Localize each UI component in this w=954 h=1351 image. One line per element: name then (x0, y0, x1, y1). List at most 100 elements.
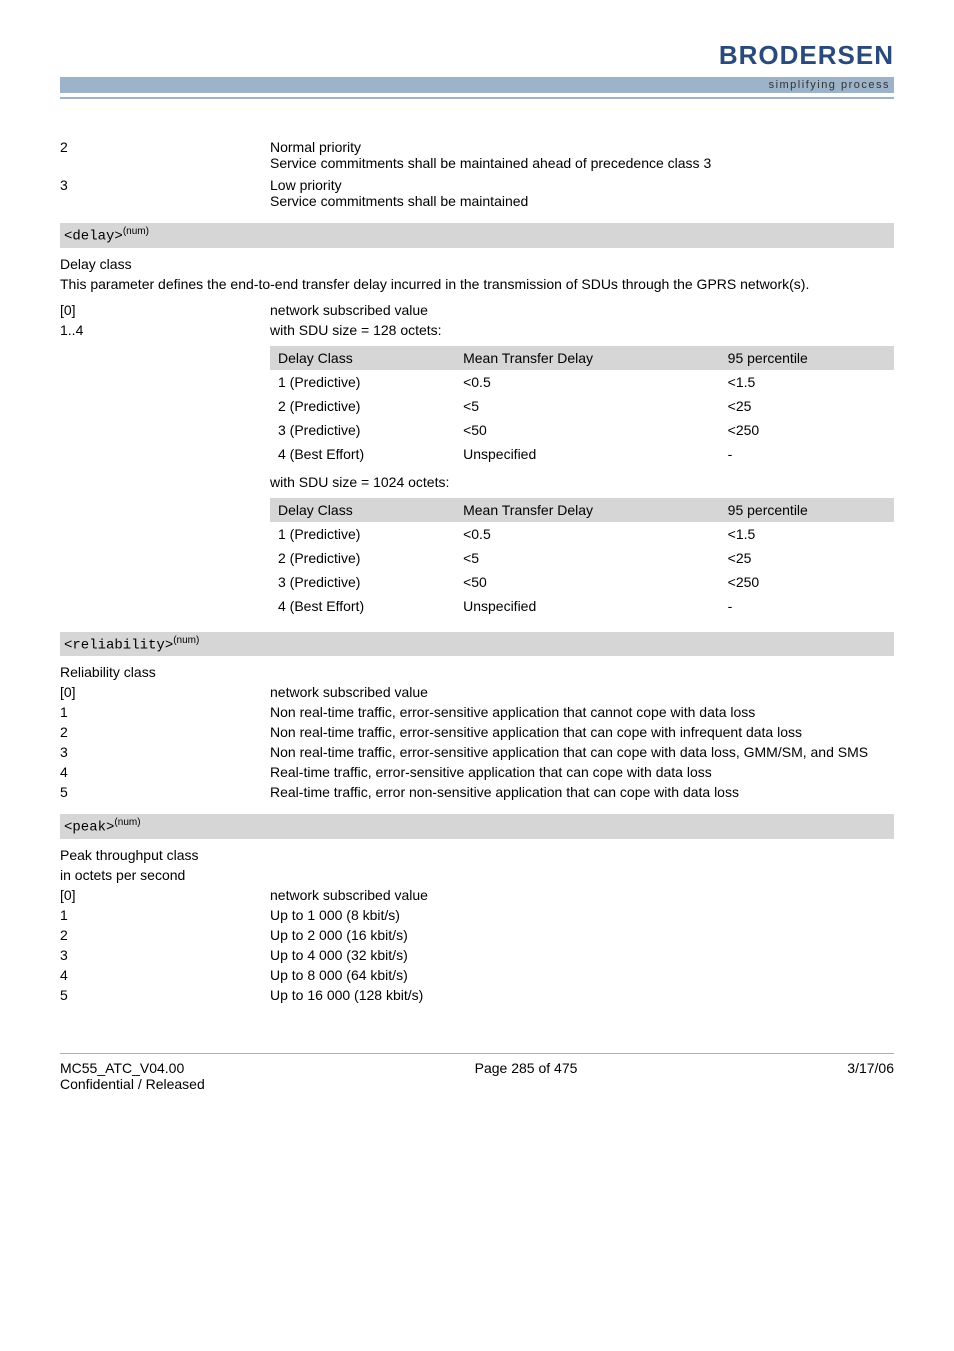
delay-table-128: Delay Class Mean Transfer Delay 95 perce… (270, 346, 894, 466)
priority-line2: Service commitments shall be maintained (270, 193, 894, 209)
peak-heading-sup: (num) (114, 817, 140, 828)
priority-value: Low priority Service commitments shall b… (270, 177, 894, 209)
reliability-row: 1 Non real-time traffic, error-sensitive… (60, 704, 894, 720)
bottom-divider (60, 1053, 894, 1054)
table-header: 95 percentile (720, 346, 894, 370)
table-cell: - (720, 594, 894, 618)
delay-caption-1024: with SDU size = 1024 octets: (270, 474, 894, 490)
table-cell: <25 (720, 546, 894, 570)
peak-key: 5 (60, 987, 270, 1003)
reliability-key: 1 (60, 704, 270, 720)
reliability-val: Non real-time traffic, error-sensitive a… (270, 724, 894, 740)
peak-row: 5 Up to 16 000 (128 kbit/s) (60, 987, 894, 1003)
peak-heading: <peak>(num) (60, 814, 894, 839)
table-cell: 4 (Best Effort) (270, 442, 455, 466)
peak-key: 2 (60, 927, 270, 943)
priority-key: 2 (60, 139, 270, 171)
page-footer: MC55_ATC_V04.00 Confidential / Released … (60, 1060, 894, 1092)
table-header: 95 percentile (720, 498, 894, 522)
table-cell: <0.5 (455, 370, 720, 394)
table-row: 2 (Predictive) <5 <25 (270, 394, 894, 418)
reliability-row: 3 Non real-time traffic, error-sensitive… (60, 744, 894, 760)
reliability-heading-sup: (num) (173, 635, 199, 646)
table-cell: <250 (720, 418, 894, 442)
reliability-val: Real-time traffic, error-sensitive appli… (270, 764, 894, 780)
peak-row: 2 Up to 2 000 (16 kbit/s) (60, 927, 894, 943)
table-cell: 3 (Predictive) (270, 418, 455, 442)
table-row: 4 (Best Effort) Unspecified - (270, 442, 894, 466)
delay-key-0: [0] (60, 302, 270, 318)
table-header: Delay Class (270, 346, 455, 370)
header-logo: BRODERSEN (60, 40, 894, 71)
delay-val-1: with SDU size = 128 octets: (270, 322, 894, 338)
table-row: 3 (Predictive) <50 <250 (270, 418, 894, 442)
priority-row-2: 2 Normal priority Service commitments sh… (60, 139, 894, 171)
peak-val: Up to 2 000 (16 kbit/s) (270, 927, 894, 943)
delay-heading: <delay>(num) (60, 223, 894, 248)
peak-row: 4 Up to 8 000 (64 kbit/s) (60, 967, 894, 983)
table-cell: - (720, 442, 894, 466)
reliability-key: 2 (60, 724, 270, 740)
reliability-key: [0] (60, 684, 270, 700)
priority-row-3: 3 Low priority Service commitments shall… (60, 177, 894, 209)
footer-doc-id: MC55_ATC_V04.00 (60, 1060, 205, 1076)
priority-value: Normal priority Service commitments shal… (270, 139, 894, 171)
reliability-val: Non real-time traffic, error-sensitive a… (270, 704, 894, 720)
priority-line2: Service commitments shall be maintained … (270, 155, 894, 171)
table-header-row: Delay Class Mean Transfer Delay 95 perce… (270, 498, 894, 522)
table-cell: Unspecified (455, 442, 720, 466)
delay-val-0: network subscribed value (270, 302, 894, 318)
reliability-row: 2 Non real-time traffic, error-sensitive… (60, 724, 894, 740)
peak-val: Up to 8 000 (64 kbit/s) (270, 967, 894, 983)
tagline-text: simplifying process (769, 79, 890, 91)
table-cell: <0.5 (455, 522, 720, 546)
delay-heading-code: <delay> (64, 229, 123, 245)
delay-key-1: 1..4 (60, 322, 270, 338)
peak-val: Up to 16 000 (128 kbit/s) (270, 987, 894, 1003)
table-cell: <5 (455, 394, 720, 418)
delay-desc: This parameter defines the end-to-end tr… (60, 276, 894, 292)
delay-title: Delay class (60, 256, 894, 272)
table-cell: <1.5 (720, 370, 894, 394)
footer-left: MC55_ATC_V04.00 Confidential / Released (60, 1060, 205, 1092)
table-header-row: Delay Class Mean Transfer Delay 95 perce… (270, 346, 894, 370)
table-cell: <5 (455, 546, 720, 570)
peak-key: 3 (60, 947, 270, 963)
peak-row: 1 Up to 1 000 (8 kbit/s) (60, 907, 894, 923)
table-cell: Unspecified (455, 594, 720, 618)
table-row: 1 (Predictive) <0.5 <1.5 (270, 522, 894, 546)
delay-heading-sup: (num) (123, 226, 149, 237)
reliability-key: 5 (60, 784, 270, 800)
reliability-val: network subscribed value (270, 684, 894, 700)
reliability-val: Real-time traffic, error non-sensitive a… (270, 784, 894, 800)
table-header: Mean Transfer Delay (455, 498, 720, 522)
table-cell: 4 (Best Effort) (270, 594, 455, 618)
reliability-val: Non real-time traffic, error-sensitive a… (270, 744, 894, 760)
delay-table-1024: Delay Class Mean Transfer Delay 95 perce… (270, 498, 894, 618)
reliability-heading: <reliability>(num) (60, 632, 894, 657)
peak-subtitle: in octets per second (60, 867, 894, 883)
delay-param-0: [0] network subscribed value (60, 302, 894, 318)
table-cell: <1.5 (720, 522, 894, 546)
reliability-title: Reliability class (60, 664, 894, 680)
table-cell: <50 (455, 570, 720, 594)
footer-confidential: Confidential / Released (60, 1076, 205, 1092)
priority-line1: Low priority (270, 177, 894, 193)
peak-row: 3 Up to 4 000 (32 kbit/s) (60, 947, 894, 963)
table-row: 2 (Predictive) <5 <25 (270, 546, 894, 570)
logo-text: BRODERSEN (719, 40, 894, 70)
table-cell: 2 (Predictive) (270, 546, 455, 570)
peak-key: [0] (60, 887, 270, 903)
peak-title: Peak throughput class (60, 847, 894, 863)
peak-heading-code: <peak> (64, 820, 114, 836)
peak-key: 4 (60, 967, 270, 983)
top-divider (60, 97, 894, 99)
table-cell: <50 (455, 418, 720, 442)
peak-val: network subscribed value (270, 887, 894, 903)
delay-param-1: 1..4 with SDU size = 128 octets: (60, 322, 894, 338)
footer-date: 3/17/06 (847, 1060, 894, 1092)
reliability-row: 4 Real-time traffic, error-sensitive app… (60, 764, 894, 780)
table-cell: 3 (Predictive) (270, 570, 455, 594)
table-cell: 2 (Predictive) (270, 394, 455, 418)
peak-key: 1 (60, 907, 270, 923)
